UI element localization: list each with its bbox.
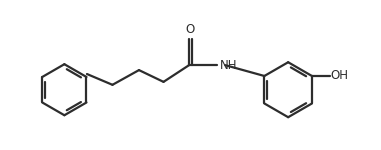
Text: O: O xyxy=(186,23,195,36)
Text: OH: OH xyxy=(331,69,349,82)
Text: NH: NH xyxy=(219,59,237,72)
